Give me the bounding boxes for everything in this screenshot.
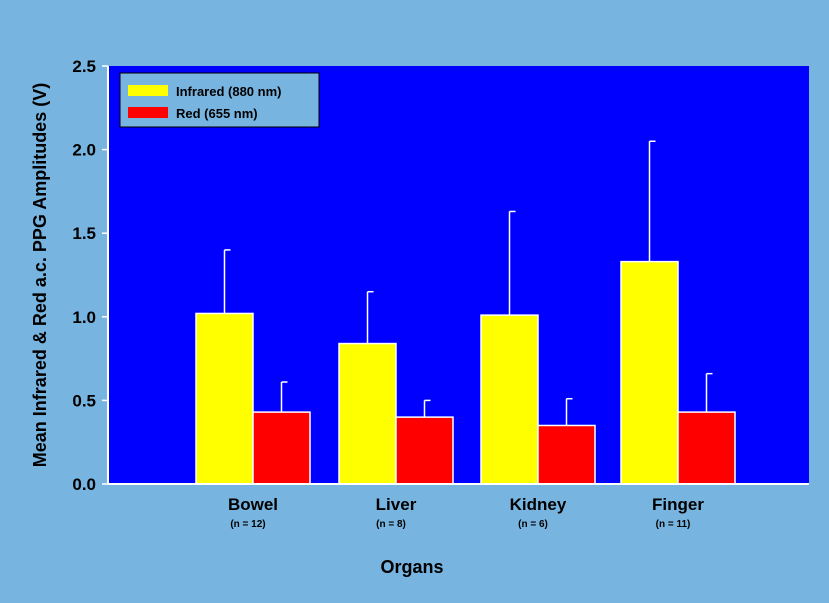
sample-size-kidney: (n = 6) bbox=[518, 519, 548, 530]
bar-bowel-red bbox=[252, 411, 311, 485]
bar-bowel-infrared bbox=[195, 312, 254, 485]
y-tick-label-1.0: 1.0 bbox=[72, 308, 96, 327]
y-tick-label-0.0: 0.0 bbox=[72, 475, 96, 494]
bar-kidney-infrared bbox=[480, 314, 539, 485]
y-tick-label-1.5: 1.5 bbox=[72, 224, 96, 243]
bar-liver-red bbox=[395, 416, 454, 485]
x-tick-label-liver: Liver bbox=[376, 495, 417, 514]
bar-finger-infrared bbox=[620, 260, 679, 485]
bar-liver-infrared bbox=[338, 342, 397, 485]
legend-label-infrared: Infrared (880 nm) bbox=[176, 84, 281, 99]
sample-size-finger: (n = 11) bbox=[656, 519, 691, 530]
x-axis-title: Organs bbox=[380, 557, 443, 577]
legend: Infrared (880 nm) Red (655 nm) bbox=[119, 72, 320, 128]
bar-kidney-red bbox=[537, 424, 596, 485]
x-tick-label-bowel: Bowel bbox=[228, 495, 278, 514]
legend-swatch-infrared bbox=[128, 85, 168, 96]
sample-size-bowel: (n = 12) bbox=[230, 519, 265, 530]
axes-group: Bowel (n = 12) Liver (n = 8) Kidney (n = 6) Fi… bbox=[72, 57, 809, 530]
bar-finger-red bbox=[677, 411, 736, 485]
y-tick-label-2.0: 2.0 bbox=[72, 141, 96, 160]
sample-size-liver: (n = 8) bbox=[376, 519, 406, 530]
bars-group bbox=[195, 140, 736, 485]
legend-label-red: Red (655 nm) bbox=[176, 106, 258, 121]
x-tick-label-kidney: Kidney bbox=[510, 495, 567, 514]
y-tick-label-0.5: 0.5 bbox=[72, 391, 96, 410]
y-axis-title: Mean Infrared & Red a.c. PPG Amplitudes … bbox=[30, 83, 50, 467]
x-tick-label-finger: Finger bbox=[652, 495, 704, 514]
y-tick-label-2.5: 2.5 bbox=[72, 57, 96, 76]
legend-swatch-red bbox=[128, 107, 168, 118]
